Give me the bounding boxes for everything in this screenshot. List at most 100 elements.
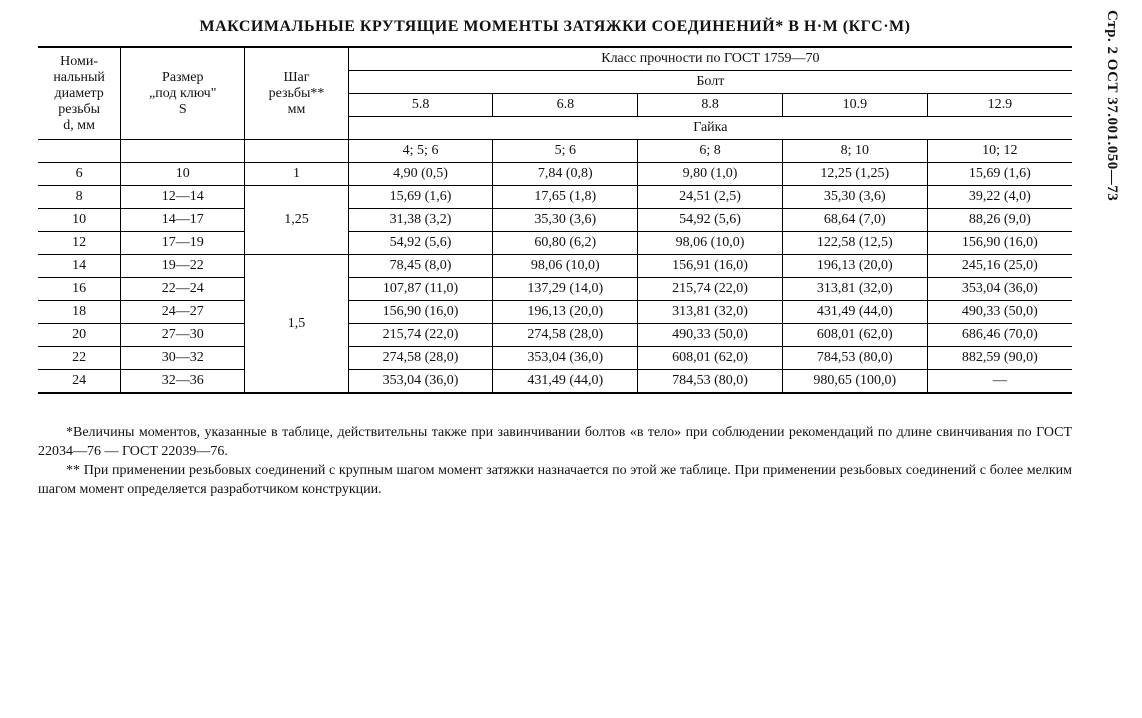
cell-torque: 17,65 (1,8) xyxy=(493,186,638,209)
table-row: 1824—27 156,90 (16,0)196,13 (20,0)313,81 … xyxy=(38,301,1072,324)
cell-torque: 196,13 (20,0) xyxy=(493,301,638,324)
cell-torque: 274,58 (28,0) xyxy=(348,347,493,370)
cell-torque: 784,53 (80,0) xyxy=(782,347,927,370)
cell-torque: 9,80 (1,0) xyxy=(638,163,783,186)
cell-torque: 156,91 (16,0) xyxy=(638,255,783,278)
col-header-bolt-class: 6.8 xyxy=(493,94,638,117)
cell-torque: 274,58 (28,0) xyxy=(493,324,638,347)
page-title: МАКСИМАЛЬНЫЕ КРУТЯЩИЕ МОМЕНТЫ ЗАТЯЖКИ СО… xyxy=(38,18,1072,36)
cell-torque: 35,30 (3,6) xyxy=(782,186,927,209)
footnote-1: *Величины моментов, указанные в таблице,… xyxy=(38,424,1072,462)
cell-torque: 353,04 (36,0) xyxy=(927,278,1072,301)
header-spacer-3 xyxy=(245,140,348,163)
cell-torque: 608,01 (62,0) xyxy=(638,347,783,370)
cell-pitch: 1,25 xyxy=(245,186,348,255)
cell-diameter: 22 xyxy=(38,347,121,370)
cell-torque: 35,30 (3,6) xyxy=(493,209,638,232)
cell-torque: 24,51 (2,5) xyxy=(638,186,783,209)
cell-wrench-size: 19—22 xyxy=(121,255,245,278)
cell-torque: 156,90 (16,0) xyxy=(348,301,493,324)
cell-torque: 490,33 (50,0) xyxy=(927,301,1072,324)
cell-wrench-size: 17—19 xyxy=(121,232,245,255)
cell-diameter: 6 xyxy=(38,163,121,186)
cell-torque: 107,87 (11,0) xyxy=(348,278,493,301)
table-row: 812—141,2515,69 (1,6)17,65 (1,8)24,51 (2… xyxy=(38,186,1072,209)
page-side-label: Стр. 2 ОСТ 37.001.050—73 xyxy=(1103,10,1120,201)
cell-torque: 156,90 (16,0) xyxy=(927,232,1072,255)
cell-pitch: 1 xyxy=(245,163,348,186)
table-row: 2432—36 353,04 (36,0)431,49 (44,0)784,53 … xyxy=(38,370,1072,394)
cell-torque: — xyxy=(927,370,1072,394)
col-header-bolt-class: 8.8 xyxy=(638,94,783,117)
cell-torque: 313,81 (32,0) xyxy=(782,278,927,301)
cell-torque: 215,74 (22,0) xyxy=(638,278,783,301)
col-header-nut-class: 5; 6 xyxy=(493,140,638,163)
cell-torque: 196,13 (20,0) xyxy=(782,255,927,278)
cell-wrench-size: 10 xyxy=(121,163,245,186)
cell-torque: 78,45 (8,0) xyxy=(348,255,493,278)
cell-wrench-size: 24—27 xyxy=(121,301,245,324)
table-row: 1014—1731,38 (3,2)35,30 (3,6)54,92 (5,6)… xyxy=(38,209,1072,232)
header-row-1: Номи-нальныйдиаметррезьбыd, мм Размер„по… xyxy=(38,47,1072,71)
table-row: 1622—24 107,87 (11,0)137,29 (14,0)215,74 … xyxy=(38,278,1072,301)
cell-torque: 137,29 (14,0) xyxy=(493,278,638,301)
cell-torque: 60,80 (6,2) xyxy=(493,232,638,255)
cell-torque: 784,53 (80,0) xyxy=(638,370,783,394)
cell-torque: 245,16 (25,0) xyxy=(927,255,1072,278)
table-row: 1419—221,578,45 (8,0)98,06 (10,0)156,91 … xyxy=(38,255,1072,278)
col-header-strength-class: Класс прочности по ГОСТ 1759—70 xyxy=(348,47,1072,71)
cell-diameter: 18 xyxy=(38,301,121,324)
cell-wrench-size: 30—32 xyxy=(121,347,245,370)
col-header-bolt-class: 12.9 xyxy=(927,94,1072,117)
cell-torque: 54,92 (5,6) xyxy=(348,232,493,255)
cell-diameter: 10 xyxy=(38,209,121,232)
cell-wrench-size: 22—24 xyxy=(121,278,245,301)
cell-torque: 980,65 (100,0) xyxy=(782,370,927,394)
cell-diameter: 14 xyxy=(38,255,121,278)
cell-torque: 31,38 (3,2) xyxy=(348,209,493,232)
col-header-nut-class: 6; 8 xyxy=(638,140,783,163)
footnote-2: ** При применении резьбовых соединений с… xyxy=(38,462,1072,500)
col-header-diameter: Номи-нальныйдиаметррезьбыd, мм xyxy=(38,47,121,140)
cell-torque: 98,06 (10,0) xyxy=(493,255,638,278)
col-header-nut-class: 4; 5; 6 xyxy=(348,140,493,163)
col-header-nut-class: 8; 10 xyxy=(782,140,927,163)
cell-torque: 68,64 (7,0) xyxy=(782,209,927,232)
table-row: 61014,90 (0,5)7,84 (0,8)9,80 (1,0)12,25 … xyxy=(38,163,1072,186)
cell-torque: 882,59 (90,0) xyxy=(927,347,1072,370)
col-header-bolt-label: Болт xyxy=(348,71,1072,94)
cell-torque: 54,92 (5,6) xyxy=(638,209,783,232)
cell-wrench-size: 12—14 xyxy=(121,186,245,209)
cell-torque: 12,25 (1,25) xyxy=(782,163,927,186)
cell-torque: 686,46 (70,0) xyxy=(927,324,1072,347)
col-header-pitch: Шагрезьбы**мм xyxy=(245,47,348,140)
col-header-nut-class: 10; 12 xyxy=(927,140,1072,163)
col-header-bolt-class: 5.8 xyxy=(348,94,493,117)
table-head: Номи-нальныйдиаметррезьбыd, мм Размер„по… xyxy=(38,47,1072,163)
cell-diameter: 24 xyxy=(38,370,121,394)
cell-torque: 215,74 (22,0) xyxy=(348,324,493,347)
torque-table: Номи-нальныйдиаметррезьбыd, мм Размер„по… xyxy=(38,46,1072,394)
cell-torque: 490,33 (50,0) xyxy=(638,324,783,347)
cell-wrench-size: 32—36 xyxy=(121,370,245,394)
cell-torque: 608,01 (62,0) xyxy=(782,324,927,347)
cell-torque: 431,49 (44,0) xyxy=(493,370,638,394)
cell-diameter: 12 xyxy=(38,232,121,255)
cell-torque: 353,04 (36,0) xyxy=(493,347,638,370)
cell-wrench-size: 27—30 xyxy=(121,324,245,347)
header-spacer-2 xyxy=(121,140,245,163)
page: Стр. 2 ОСТ 37.001.050—73 МАКСИМАЛЬНЫЕ КР… xyxy=(0,0,1142,718)
table-row: 2027—30215,74 (22,0)274,58 (28,0)490,33 … xyxy=(38,324,1072,347)
cell-torque: 353,04 (36,0) xyxy=(348,370,493,394)
cell-diameter: 16 xyxy=(38,278,121,301)
cell-diameter: 8 xyxy=(38,186,121,209)
header-spacer-1 xyxy=(38,140,121,163)
cell-torque: 4,90 (0,5) xyxy=(348,163,493,186)
footnotes: *Величины моментов, указанные в таблице,… xyxy=(38,424,1072,500)
col-header-nut-label: Гайка xyxy=(348,117,1072,140)
cell-pitch: 1,5 xyxy=(245,255,348,394)
cell-torque: 98,06 (10,0) xyxy=(638,232,783,255)
cell-torque: 39,22 (4,0) xyxy=(927,186,1072,209)
cell-torque: 313,81 (32,0) xyxy=(638,301,783,324)
cell-torque: 431,49 (44,0) xyxy=(782,301,927,324)
